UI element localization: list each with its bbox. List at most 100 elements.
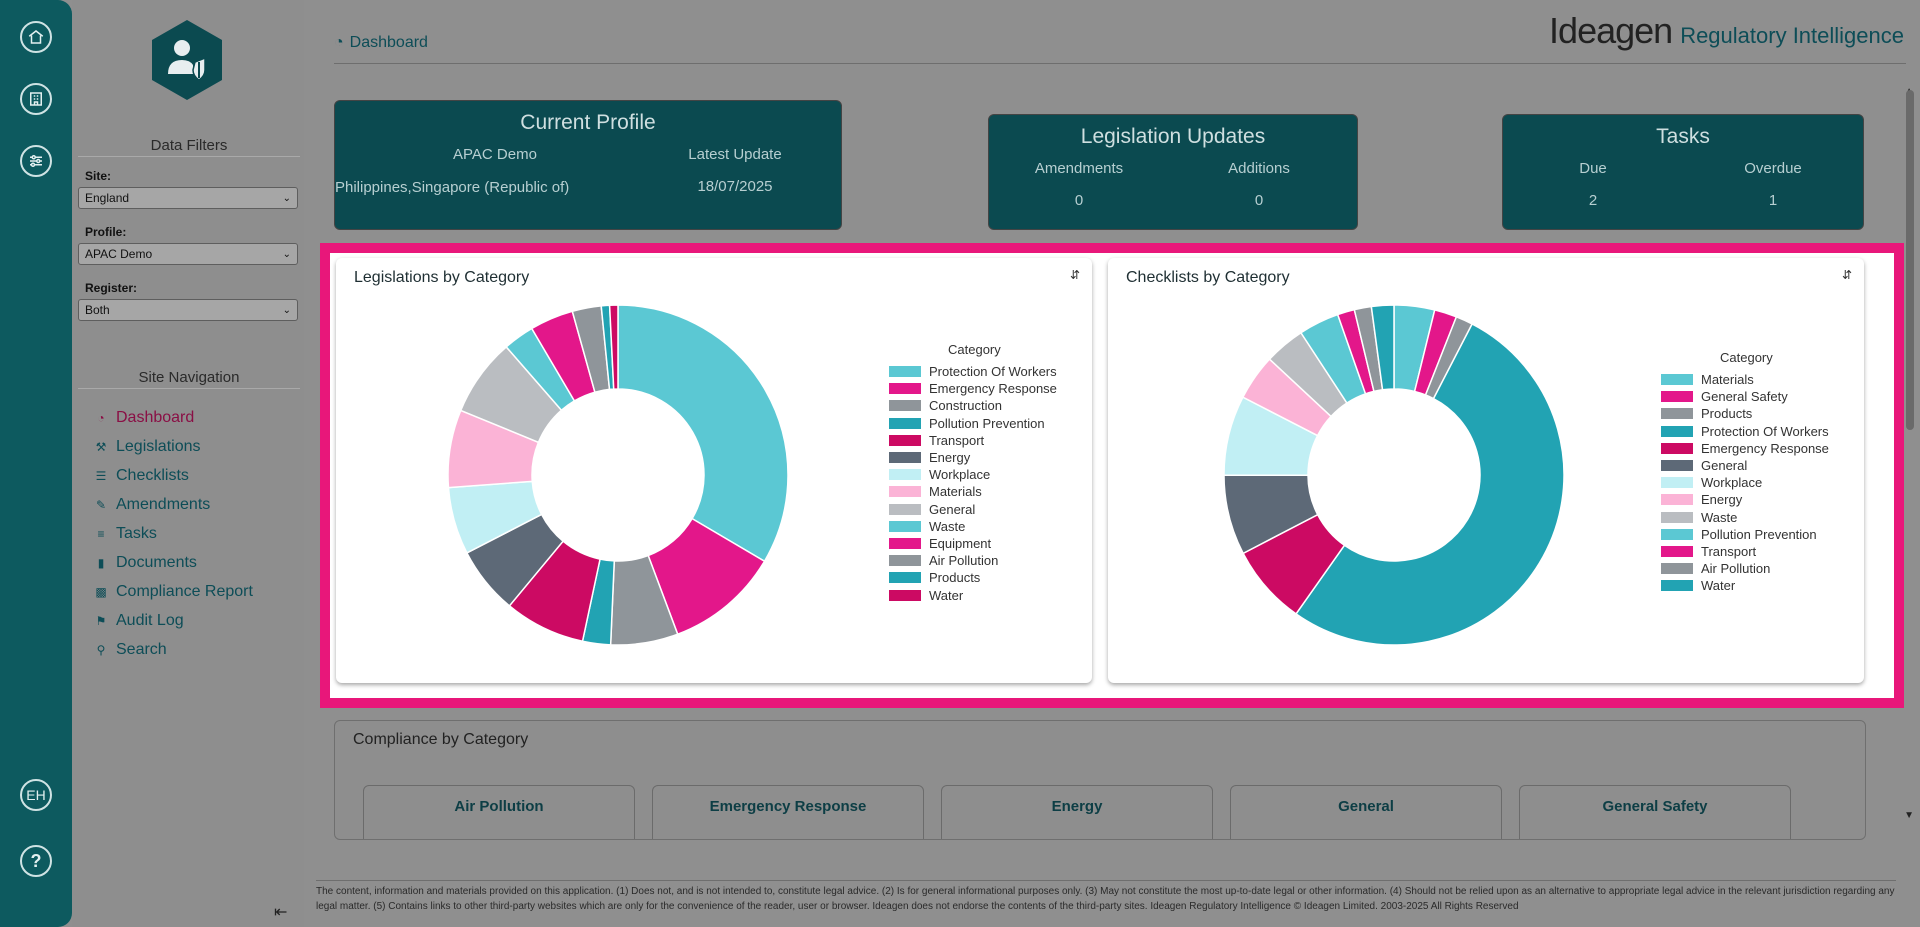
chart-title: Checklists by Category xyxy=(1126,269,1290,286)
legend-item[interactable]: Waste xyxy=(1661,510,1737,525)
sliders-icon[interactable] xyxy=(20,145,52,177)
legend-item[interactable]: Products xyxy=(889,570,980,585)
brand-logo: Ideagen Regulatory Intelligence xyxy=(1549,10,1904,52)
current-profile-card: Current Profile APAC Demo Latest Update … xyxy=(334,100,842,230)
compliance-box-emergency-response[interactable]: Emergency Response xyxy=(652,785,924,839)
due-value[interactable]: 2 xyxy=(1588,192,1598,209)
legend-label: Workplace xyxy=(1701,475,1763,491)
overdue-value[interactable]: 1 xyxy=(1768,192,1778,209)
tachometer-icon: ◔ xyxy=(334,34,344,51)
legend-label: Workplace xyxy=(929,467,991,483)
legend-item[interactable]: Workplace xyxy=(889,467,990,482)
legend-item[interactable]: Materials xyxy=(889,484,982,499)
nav-documents[interactable]: ▮ Documents xyxy=(94,554,197,572)
sort-toggle-icon[interactable]: ⇵ xyxy=(1069,268,1080,282)
nav-search[interactable]: ⚲ Search xyxy=(94,641,167,659)
legend-label: Equipment xyxy=(929,536,992,551)
legend-item[interactable]: Waste xyxy=(889,519,965,534)
legend-label: Water xyxy=(1701,578,1736,594)
building-icon[interactable] xyxy=(20,83,52,115)
search-icon: ⚲ xyxy=(96,643,106,657)
legend-item[interactable]: Energy xyxy=(1661,492,1742,507)
nav-dashboard[interactable]: ◔ Dashboard xyxy=(94,409,194,427)
nav-audit-log[interactable]: ⚑ Audit Log xyxy=(94,612,184,630)
compliance-box-air-pollution[interactable]: Air Pollution xyxy=(363,785,635,839)
amendments-value[interactable]: 0 xyxy=(1074,192,1084,209)
legend-label: General Safety xyxy=(1701,389,1788,405)
list-icon: ☰ xyxy=(95,469,107,483)
legend-item[interactable]: Transport xyxy=(889,433,984,448)
legend-item[interactable]: Equipment xyxy=(889,536,991,551)
legend-item[interactable]: Air Pollution xyxy=(889,553,998,568)
legend-swatch xyxy=(889,469,921,481)
legislation-updates-card: Legislation Updates Amendments Additions… xyxy=(988,114,1358,230)
legend-swatch xyxy=(889,452,921,463)
legend-item[interactable]: Energy xyxy=(889,450,970,465)
compliance-box-general-safety[interactable]: General Safety xyxy=(1519,785,1791,839)
legend-item[interactable]: Workplace xyxy=(1661,475,1762,490)
register-select-value: Both xyxy=(85,303,110,317)
nav-tasks[interactable]: ≡ Tasks xyxy=(94,525,156,543)
legend-item[interactable]: Water xyxy=(889,588,963,603)
legend-item[interactable]: Pollution Prevention xyxy=(889,416,1045,431)
legend-item[interactable]: Air Pollution xyxy=(1661,561,1770,576)
help-button[interactable]: ? xyxy=(20,845,52,877)
tasks-icon: ≡ xyxy=(97,527,105,541)
additions-label: Additions xyxy=(1228,160,1290,177)
legend-swatch xyxy=(889,486,921,498)
compliance-title: Compliance by Category xyxy=(353,731,529,748)
profile-select[interactable]: APAC Demo ⌄ xyxy=(78,243,298,265)
legend-label: Air Pollution xyxy=(1701,561,1771,577)
legend-item[interactable]: General xyxy=(1661,458,1747,473)
legend-item[interactable]: Products xyxy=(1661,406,1752,421)
compliance-box-energy[interactable]: Energy xyxy=(941,785,1213,839)
compliance-box-title: Emergency Response xyxy=(709,798,867,815)
legend-label: General xyxy=(1701,458,1748,473)
legend-swatch xyxy=(1661,528,1693,540)
legend-item[interactable]: Protection Of Workers xyxy=(1661,424,1829,439)
chart-title: Legislations by Category xyxy=(354,269,530,286)
legend-label: Water xyxy=(929,587,964,603)
legend-item[interactable]: Transport xyxy=(1661,544,1756,559)
nav-label: Checklists xyxy=(116,467,189,484)
legend-item[interactable]: General xyxy=(889,502,975,517)
legend-item[interactable]: Water xyxy=(1661,578,1735,593)
profile-select-value: APAC Demo xyxy=(85,247,153,261)
sort-toggle-icon[interactable]: ⇵ xyxy=(1841,268,1852,282)
donut-slice-protection-of-workers[interactable] xyxy=(617,304,789,563)
home-icon[interactable] xyxy=(20,21,52,53)
nav-amendments[interactable]: ✎ Amendments xyxy=(94,496,210,514)
nav-checklists[interactable]: ☰ Checklists xyxy=(94,467,189,485)
scrollbar-thumb[interactable] xyxy=(1906,90,1914,430)
legend-item[interactable]: Emergency Response xyxy=(1661,441,1829,456)
legend-item[interactable]: Materials xyxy=(1661,372,1754,387)
legend-item[interactable]: Construction xyxy=(889,398,1002,413)
legend-swatch xyxy=(889,589,921,601)
card-title: Current Profile xyxy=(520,111,656,134)
legend-swatch xyxy=(889,520,921,532)
nav-legislations[interactable]: ⚒ Legislations xyxy=(94,438,201,456)
legislations-chart-card: Legislations by Category ⇵ Category Prot… xyxy=(336,258,1092,683)
profile-label: Profile: xyxy=(85,225,127,239)
legend-item[interactable]: Emergency Response xyxy=(889,381,1057,396)
donut-slice-water[interactable] xyxy=(1370,304,1395,391)
nav-compliance-report[interactable]: ▩ Compliance Report xyxy=(94,583,253,601)
legend-item[interactable]: Protection Of Workers xyxy=(889,364,1057,379)
site-navigation-title: Site Navigation xyxy=(78,369,300,389)
compliance-box-general[interactable]: General xyxy=(1230,785,1502,839)
legend-label: Products xyxy=(929,570,981,586)
collapse-sidebar-icon[interactable]: ⇤ xyxy=(274,904,288,921)
donut-slice-protection-of-workers[interactable] xyxy=(1294,322,1565,646)
register-select[interactable]: Both ⌄ xyxy=(78,299,298,321)
legend-item[interactable]: General Safety xyxy=(1661,389,1788,404)
site-select[interactable]: England ⌄ xyxy=(78,187,298,209)
legend-label: Emergency Response xyxy=(929,381,1057,397)
donut-slice-water[interactable] xyxy=(608,304,619,390)
tachometer-icon: ◔ xyxy=(97,411,105,425)
user-avatar-button[interactable]: EH xyxy=(20,779,52,811)
page-title: ◔ Dashboard xyxy=(334,34,428,52)
legend-item[interactable]: Pollution Prevention xyxy=(1661,527,1817,542)
additions-value[interactable]: 0 xyxy=(1254,192,1264,209)
site-label: Site: xyxy=(85,169,112,183)
scroll-down-icon[interactable]: ▼ xyxy=(1904,810,1914,821)
